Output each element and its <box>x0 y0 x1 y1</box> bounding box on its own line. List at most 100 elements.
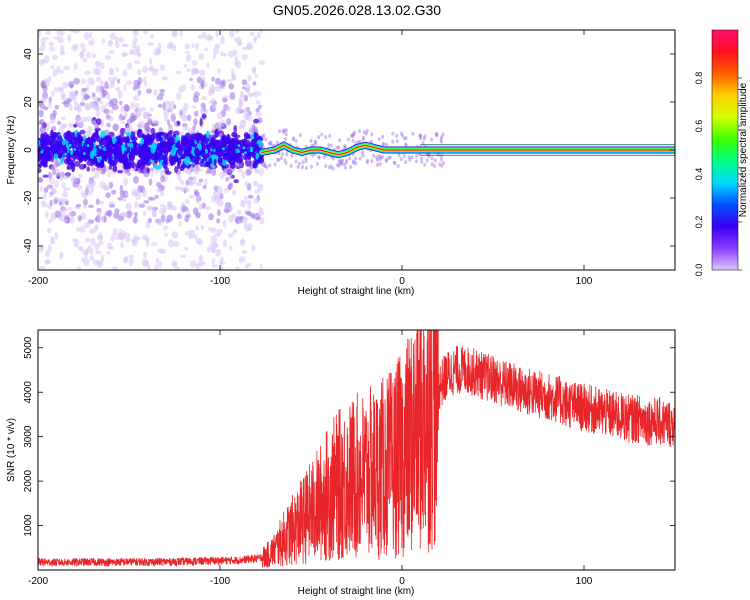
noise-blob <box>166 119 171 126</box>
noise-blob <box>227 169 232 173</box>
track-halo <box>338 158 342 163</box>
noise-blob <box>255 99 261 105</box>
noise-blob <box>186 68 191 73</box>
noise-blob <box>100 119 104 128</box>
noise-blob <box>183 63 188 68</box>
band-blob <box>179 165 185 171</box>
noise-blob <box>99 62 105 70</box>
band-blob <box>83 163 87 169</box>
noise-blob <box>99 80 104 86</box>
track-halo <box>261 134 265 139</box>
noise-blob <box>38 178 44 184</box>
noise-blob <box>87 219 95 224</box>
track-halo <box>342 162 346 167</box>
noise-blob <box>222 97 228 103</box>
noise-blob <box>132 49 139 56</box>
noise-blob <box>51 90 55 98</box>
noise-blob <box>241 170 246 179</box>
noise-blob <box>59 70 65 74</box>
noise-blob <box>157 49 162 54</box>
noise-blob <box>73 77 80 85</box>
noise-blob <box>239 90 244 99</box>
band-blob <box>73 137 80 143</box>
band-blob <box>89 150 95 160</box>
noise-blob <box>231 68 235 76</box>
noise-blob <box>106 250 111 255</box>
noise-blob <box>150 127 156 135</box>
noise-blob <box>251 214 256 219</box>
noise-blob <box>219 259 223 265</box>
noise-blob <box>211 247 216 254</box>
noise-blob <box>73 103 81 112</box>
band-blob <box>221 134 227 143</box>
noise-blob <box>39 245 45 251</box>
band-blob <box>106 140 113 151</box>
x-tick-label: -200 <box>28 576 48 587</box>
noise-blob <box>163 115 168 122</box>
noise-blob <box>228 83 235 90</box>
noise-blob <box>199 69 206 77</box>
track-halo <box>344 160 348 165</box>
band-blob <box>154 164 160 170</box>
track-halo <box>370 132 374 137</box>
noise-blob <box>99 100 104 105</box>
noise-blob <box>62 81 69 89</box>
band-blob <box>71 162 76 173</box>
band-blob <box>180 153 186 160</box>
noise-blob <box>110 109 114 114</box>
noise-blob <box>204 205 211 211</box>
noise-blob <box>99 181 106 189</box>
noise-blob <box>255 111 262 117</box>
band-blob <box>71 141 77 146</box>
noise-blob <box>245 169 252 176</box>
noise-blob <box>118 100 123 106</box>
noise-blob <box>232 188 236 197</box>
band-blob <box>141 161 147 166</box>
track-halo <box>362 135 366 140</box>
track-halo <box>294 139 298 144</box>
noise-blob <box>177 173 182 182</box>
band-blob <box>67 156 71 162</box>
noise-blob <box>224 119 229 124</box>
noise-blob <box>176 120 181 126</box>
noise-blob <box>172 44 177 52</box>
band-blob <box>124 143 128 148</box>
noise-blob <box>122 43 129 48</box>
noise-blob <box>60 44 65 54</box>
band-blob <box>130 160 135 169</box>
noise-blob <box>42 91 49 100</box>
noise-blob <box>254 74 259 79</box>
noise-blob <box>171 30 179 37</box>
band-blob <box>244 134 248 141</box>
band-blob <box>38 154 41 163</box>
track-halo <box>378 156 382 161</box>
noise-blob <box>243 196 248 200</box>
track-halo <box>404 160 408 165</box>
noise-blob <box>45 30 51 35</box>
noise-blob <box>257 32 262 39</box>
noise-blob <box>204 178 208 186</box>
noise-blob <box>160 175 166 183</box>
noise-blob <box>145 221 150 229</box>
noise-blob <box>195 196 201 205</box>
y-tick-label: 2000 <box>23 470 34 493</box>
noise-blob <box>195 42 199 51</box>
noise-blob <box>249 31 255 37</box>
band-blob <box>52 131 58 138</box>
noise-blob <box>212 242 219 249</box>
noise-blob <box>109 67 114 76</box>
noise-blob <box>191 43 195 49</box>
noise-blob <box>198 254 204 263</box>
noise-blob <box>222 219 227 228</box>
noise-blob <box>217 68 221 74</box>
noise-blob <box>150 241 158 247</box>
track-halo <box>433 158 437 163</box>
noise-blob <box>108 204 116 208</box>
noise-blob <box>90 77 95 86</box>
noise-blob <box>106 122 111 128</box>
band-blob <box>69 134 73 144</box>
noise-blob <box>182 125 189 131</box>
noise-blob <box>65 172 71 178</box>
track-halo <box>392 160 396 165</box>
noise-blob <box>39 125 46 134</box>
